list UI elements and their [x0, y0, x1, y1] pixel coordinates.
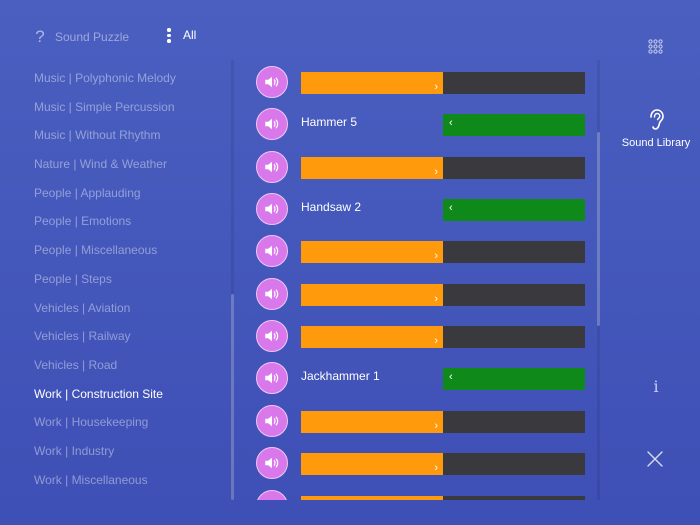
category-item[interactable]: Work | Industry: [34, 443, 115, 458]
sound-row: Handsaw 2 ‹: [249, 189, 599, 229]
sound-row: ›: [249, 443, 599, 483]
sound-slot-track: ›: [301, 283, 585, 306]
category-item[interactable]: Vehicles | Road: [34, 357, 118, 372]
help-icon[interactable]: ?: [35, 27, 45, 46]
play-sound-button[interactable]: [256, 150, 288, 183]
sound-row: ›: [249, 62, 599, 102]
sound-slot-track: ›: [301, 241, 585, 264]
sound-list-scrollbar[interactable]: [597, 60, 600, 500]
chevron-right-icon: ›: [434, 250, 438, 263]
sound-name: Jackhammer 1: [301, 369, 380, 384]
speaker-icon: [265, 246, 279, 257]
category-item[interactable]: People | Emotions: [34, 214, 132, 229]
expand-bar[interactable]: ›: [301, 283, 443, 306]
speaker-icon: [265, 76, 279, 88]
category-scrollbar[interactable]: [231, 60, 234, 500]
speaker-icon: [265, 288, 279, 299]
sound-name: Handsaw 2: [301, 200, 362, 215]
play-sound-button[interactable]: [256, 489, 288, 501]
chevron-right-icon: ›: [434, 81, 438, 93]
speaker-icon: [265, 203, 279, 215]
sound-row: ›: [249, 274, 599, 314]
play-sound-button[interactable]: [256, 235, 288, 268]
sound-row: ›: [249, 316, 599, 356]
play-sound-button[interactable]: [256, 362, 288, 395]
chevron-left-icon: ‹: [449, 371, 453, 384]
play-sound-button[interactable]: [256, 66, 288, 98]
expand-bar[interactable]: ›: [301, 326, 443, 349]
play-sound-button[interactable]: [256, 108, 288, 141]
play-sound-button[interactable]: [256, 447, 288, 480]
speaker-icon: [265, 119, 279, 130]
info-icon[interactable]: i: [653, 377, 659, 396]
chevron-right-icon: ›: [434, 462, 438, 475]
category-item[interactable]: Music | Simple Percussion: [34, 99, 175, 114]
kebab-icon: [166, 28, 172, 43]
sound-library-label: Sound Library: [621, 137, 691, 149]
chevron-right-icon: ›: [434, 165, 438, 178]
sound-row: Hammer 5 ‹: [249, 104, 599, 144]
speaker-icon: [265, 415, 279, 427]
sound-slot-track: ›: [301, 72, 585, 94]
sound-row: ›: [249, 231, 599, 271]
sound-slot-track: ›: [301, 453, 585, 476]
sound-name: Hammer 5: [301, 115, 358, 130]
expand-bar[interactable]: ›: [301, 72, 443, 94]
sound-library-button[interactable]: Sound Library: [612, 108, 700, 149]
expand-bar[interactable]: ›: [301, 410, 443, 433]
sound-row: ›: [249, 147, 599, 187]
category-item[interactable]: Vehicles | Railway: [34, 329, 131, 344]
category-item[interactable]: People | Miscellaneous: [34, 243, 158, 258]
sound-slot-track: ›: [301, 410, 585, 433]
speaker-icon: [265, 373, 279, 384]
category-item[interactable]: People | Applauding: [34, 185, 141, 200]
category-list: Music | Polyphonic Melody Music | Simple …: [34, 64, 224, 494]
sound-slot-track: ›: [301, 156, 585, 179]
sound-slot-track: ›: [301, 326, 585, 349]
category-item[interactable]: Work | Construction Site: [34, 386, 163, 401]
ear-icon: [650, 109, 664, 130]
filter-label: All: [183, 28, 197, 43]
play-sound-button[interactable]: [256, 193, 288, 226]
play-sound-button[interactable]: [256, 320, 288, 353]
sound-list-scroll-thumb[interactable]: [597, 132, 600, 326]
play-sound-button[interactable]: [256, 404, 288, 437]
sound-list: › Hammer 5 ‹ › Handsaw 2 ‹ › › › Jackhammer 1 ‹ › › ›: [249, 60, 599, 500]
chevron-right-icon: ›: [434, 419, 438, 432]
chevron-left-icon: ‹: [449, 117, 453, 130]
category-item[interactable]: Work | Miscellaneous: [34, 472, 148, 487]
category-scroll-thumb[interactable]: [231, 294, 234, 500]
category-item[interactable]: People | Steps: [34, 271, 112, 286]
sound-slot-track: ›: [301, 495, 585, 500]
expand-bar[interactable]: ›: [301, 241, 443, 264]
chevron-right-icon: ›: [434, 335, 438, 348]
sound-row: ›: [249, 486, 599, 501]
category-item[interactable]: Music | Without Rhythm: [34, 128, 161, 143]
app-header: ? Sound Puzzle: [33, 26, 129, 48]
speaker-icon: [265, 330, 279, 342]
expand-bar[interactable]: ›: [301, 453, 443, 476]
sound-row: ›: [249, 401, 599, 441]
collapse-bar[interactable]: ‹: [443, 368, 585, 391]
chevron-right-icon: ›: [434, 292, 438, 305]
filter-button[interactable]: All: [166, 28, 196, 43]
chevron-left-icon: ‹: [449, 202, 453, 215]
expand-bar[interactable]: ›: [301, 156, 443, 179]
close-icon[interactable]: [646, 450, 664, 468]
speaker-icon: [265, 161, 279, 172]
play-sound-button[interactable]: [256, 277, 288, 310]
speaker-icon: [263, 497, 281, 501]
category-item[interactable]: Music | Polyphonic Melody: [34, 71, 176, 85]
collapse-bar[interactable]: ‹: [443, 114, 585, 137]
collapse-bar[interactable]: ‹: [443, 199, 585, 222]
category-item[interactable]: Nature | Wind & Weather: [34, 157, 167, 172]
sound-row: Jackhammer 1 ‹: [249, 358, 599, 398]
category-item[interactable]: Vehicles | Aviation: [34, 300, 131, 315]
sound-puzzle-link[interactable]: Sound Puzzle: [55, 30, 130, 44]
category-item[interactable]: Work | Housekeeping: [34, 415, 149, 430]
speaker-icon: [265, 457, 279, 469]
expand-bar[interactable]: ›: [301, 495, 443, 500]
grid-icon[interactable]: [648, 39, 663, 54]
